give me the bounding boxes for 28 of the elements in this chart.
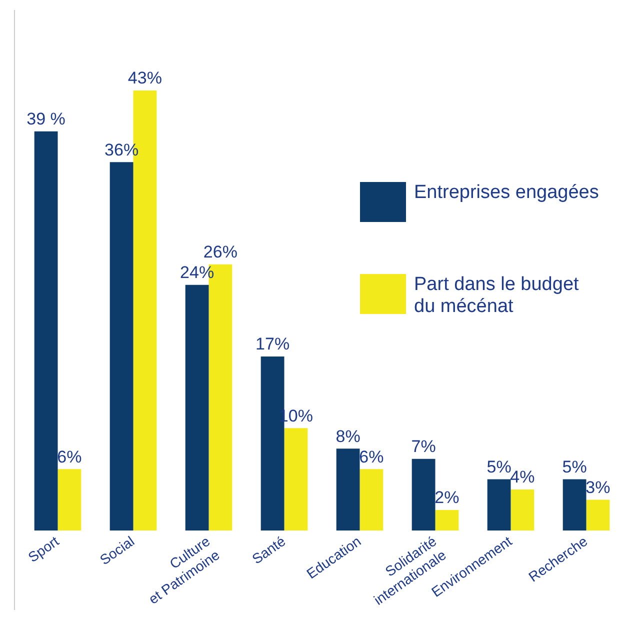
data-label: 4% [510, 468, 535, 487]
data-label: 43% [128, 68, 162, 88]
data-label: 3% [586, 478, 610, 497]
data-label: 39 % [26, 110, 66, 129]
bar [284, 428, 308, 530]
data-label: 6% [359, 447, 384, 466]
bar [336, 448, 360, 530]
data-label: 17% [256, 334, 290, 354]
bar [435, 510, 459, 530]
data-label: 6% [57, 447, 82, 466]
legend-label: Entreprises engagées [414, 182, 599, 204]
data-label: 5% [486, 457, 512, 476]
data-label: 5% [562, 457, 587, 476]
bar [510, 490, 534, 530]
data-label: 8% [336, 426, 360, 446]
bar [58, 469, 82, 530]
bar [185, 284, 209, 530]
bar [586, 500, 610, 530]
bar [487, 479, 511, 530]
data-label: 2% [434, 488, 460, 508]
data-label: 7% [411, 437, 436, 456]
bar [110, 162, 134, 530]
bar [34, 131, 58, 530]
data-label: 26% [203, 242, 238, 262]
bar [360, 469, 384, 530]
legend-label: Part dans le budget du mécénat [414, 274, 579, 318]
bar [562, 479, 586, 530]
bar [412, 458, 436, 530]
